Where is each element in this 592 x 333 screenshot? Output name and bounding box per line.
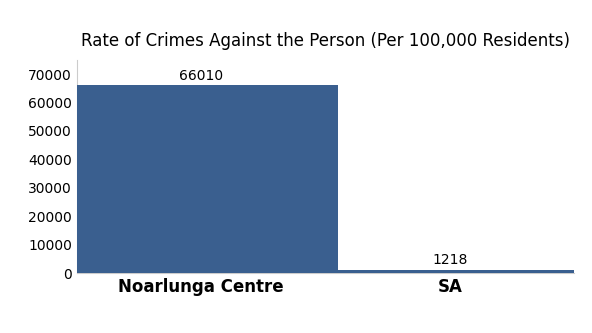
Text: 66010: 66010 — [179, 69, 223, 83]
Title: Rate of Crimes Against the Person (Per 100,000 Residents): Rate of Crimes Against the Person (Per 1… — [81, 32, 570, 50]
Text: 1218: 1218 — [432, 253, 468, 267]
Bar — [65, 86, 338, 273]
Bar — [313, 270, 587, 273]
